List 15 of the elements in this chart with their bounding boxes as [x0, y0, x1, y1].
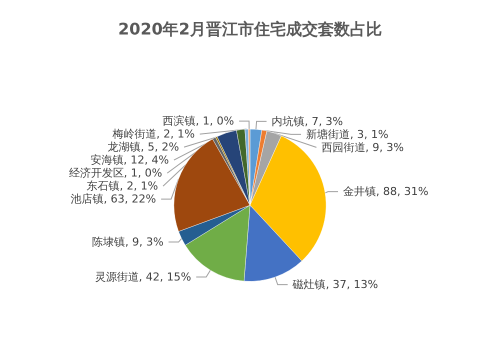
slice-label: 池店镇, 63, 22% — [70, 192, 156, 206]
slice-label: 陈埭镇, 9, 3% — [92, 236, 164, 249]
slice-label: 经济开发区, 1, 0% — [68, 166, 162, 180]
slice-label: 磁灶镇, 37, 13% — [292, 278, 378, 292]
slice-label: 金井镇, 88, 31% — [343, 185, 428, 198]
slice-label: 龙湖镇, 5, 2% — [108, 140, 180, 154]
slice-label: 西滨镇, 1, 0% — [162, 114, 234, 128]
slice-label: 东石镇, 2, 1% — [86, 180, 158, 193]
slice-label: 新塘街道, 3, 1% — [306, 128, 388, 141]
slice-label: 安海镇, 12, 4% — [90, 154, 169, 167]
slice-label: 内坑镇, 7, 3% — [272, 114, 344, 128]
chart-title: 2020年2月晋江市住宅成交套数占比 — [118, 20, 382, 38]
slice-label: 灵源街道, 42, 15% — [94, 270, 192, 284]
slice-label: 梅岭街道, 2, 1% — [111, 128, 195, 141]
slice-label: 西园街道, 9, 3% — [321, 140, 404, 154]
